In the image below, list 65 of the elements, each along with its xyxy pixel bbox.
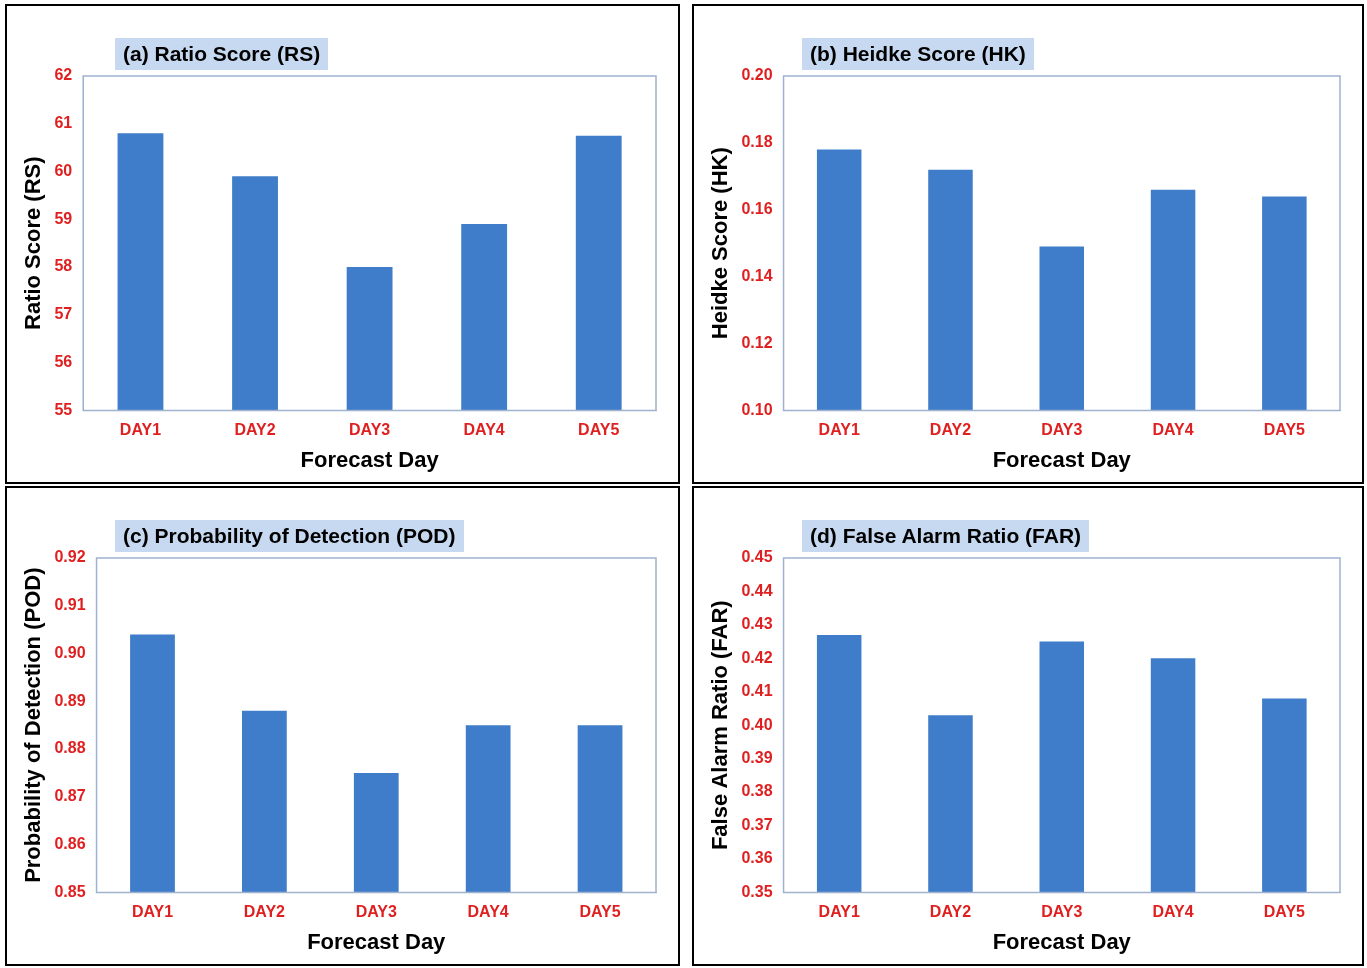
y-tick-label: 0.39: [741, 749, 773, 767]
x-tick-label: DAY2: [929, 421, 972, 439]
x-tick-label: DAY5: [1263, 421, 1306, 439]
y-tick-label: 0.85: [54, 882, 86, 900]
y-tick-label: 0.36: [741, 849, 773, 867]
y-tick-label: 55: [54, 400, 73, 418]
y-tick-label: 0.90: [54, 643, 86, 661]
y-axis-title: False Alarm Ratio (FAR): [707, 600, 733, 851]
y-tick-label: 0.18: [741, 133, 773, 151]
x-tick-label: DAY1: [818, 421, 860, 439]
y-tick-label: 0.16: [741, 200, 773, 218]
y-tick-label: 56: [54, 353, 73, 371]
y-tick-label: 0.92: [54, 548, 86, 566]
x-tick-label: DAY1: [119, 421, 162, 439]
x-tick-label: DAY5: [579, 903, 621, 921]
y-tick-label: 0.40: [741, 715, 773, 733]
y-tick-label: 0.37: [741, 815, 773, 833]
x-tick-label: DAY4: [1152, 903, 1194, 921]
x-tick-label: DAY2: [243, 903, 286, 921]
y-tick-label: 0.88: [54, 739, 86, 757]
y-tick-label: 0.20: [741, 66, 773, 84]
x-tick-label: DAY4: [463, 421, 505, 439]
x-tick-label: DAY2: [929, 903, 972, 921]
y-tick-label: 57: [54, 305, 73, 323]
chart-title: (b) Heidke Score (HK): [802, 38, 1034, 70]
x-tick-label: DAY3: [355, 903, 397, 921]
y-tick-label: 0.45: [741, 548, 773, 566]
x-axis-title: Forecast Day: [307, 928, 447, 954]
y-tick-label: 0.10: [741, 400, 773, 418]
x-tick-label: DAY1: [818, 903, 860, 921]
y-tick-label: 0.43: [741, 615, 773, 633]
y-tick-label: 0.12: [741, 333, 773, 351]
y-tick-label: 60: [54, 161, 73, 179]
y-tick-label: 0.89: [54, 691, 86, 709]
x-tick-label: DAY3: [1041, 903, 1083, 921]
y-axis-title: Probability of Detection (POD): [20, 567, 46, 883]
y-tick-label: 58: [54, 257, 73, 275]
x-tick-label: DAY4: [1152, 421, 1194, 439]
y-tick-label: 0.87: [54, 787, 86, 805]
x-axis-title: Forecast Day: [992, 928, 1132, 954]
chart-title: (a) Ratio Score (RS): [115, 38, 329, 70]
x-tick-label: DAY1: [131, 903, 174, 921]
y-axis-title: Heidke Score (HK): [707, 147, 733, 340]
y-tick-label: 0.86: [54, 835, 86, 853]
y-tick-label: 0.14: [741, 267, 773, 285]
y-tick-label: 0.35: [741, 882, 773, 900]
y-tick-label: 61: [54, 114, 73, 132]
x-axis-title: Forecast Day: [992, 446, 1132, 472]
x-tick-label: DAY5: [578, 421, 620, 439]
y-tick-label: 0.38: [741, 782, 773, 800]
chart-title: (d) False Alarm Ratio (FAR): [802, 520, 1090, 552]
x-tick-label: DAY2: [234, 421, 276, 439]
chart-title: (c) Probability of Detection (POD): [115, 520, 464, 552]
x-axis-title: Forecast Day: [300, 446, 440, 472]
y-tick-label: 0.41: [741, 682, 773, 700]
y-tick-label: 0.42: [741, 648, 773, 666]
x-tick-label: DAY4: [467, 903, 509, 921]
y-tick-label: 62: [54, 66, 73, 84]
y-tick-label: 0.44: [741, 581, 773, 599]
y-tick-label: 59: [54, 209, 73, 227]
x-tick-label: DAY5: [1263, 903, 1306, 921]
x-tick-label: DAY3: [348, 421, 391, 439]
y-axis-title: Ratio Score (RS): [20, 156, 46, 330]
x-tick-label: DAY3: [1041, 421, 1083, 439]
y-tick-label: 0.91: [54, 596, 86, 614]
